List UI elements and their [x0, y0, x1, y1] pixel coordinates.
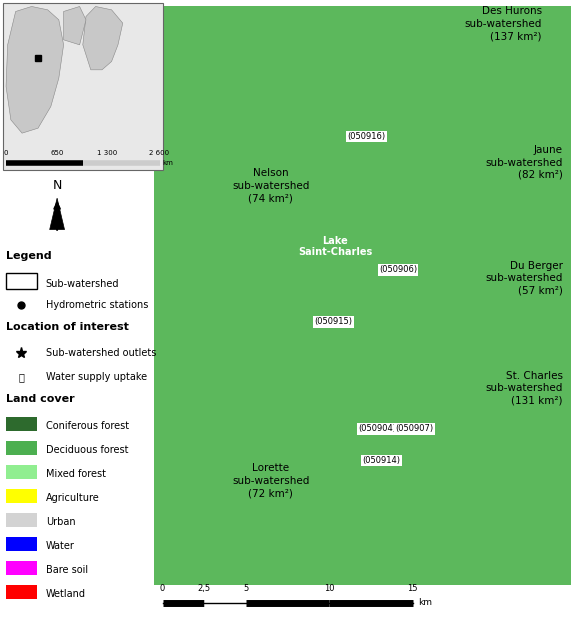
Text: N: N — [53, 179, 62, 192]
Text: Sub-watershed: Sub-watershed — [46, 279, 119, 289]
Text: 5: 5 — [243, 584, 248, 593]
FancyBboxPatch shape — [6, 441, 37, 455]
Text: Hydrometric stations: Hydrometric stations — [46, 300, 148, 310]
Text: Wetland: Wetland — [46, 589, 86, 599]
Polygon shape — [6, 6, 63, 133]
FancyBboxPatch shape — [6, 513, 37, 527]
Text: Nelson
sub-watershed
(74 km²): Nelson sub-watershed (74 km²) — [232, 169, 309, 203]
FancyBboxPatch shape — [6, 584, 37, 599]
FancyBboxPatch shape — [6, 273, 37, 289]
Polygon shape — [63, 6, 86, 45]
Text: (050906): (050906) — [379, 265, 417, 274]
Text: Legend: Legend — [6, 251, 51, 261]
Polygon shape — [50, 198, 65, 230]
Text: Mixed forest: Mixed forest — [46, 469, 106, 479]
Text: (050904): (050904) — [358, 424, 396, 433]
FancyBboxPatch shape — [6, 489, 37, 503]
Text: Agriculture: Agriculture — [46, 493, 99, 503]
FancyBboxPatch shape — [154, 6, 571, 585]
Text: ⚿: ⚿ — [18, 372, 25, 382]
Text: 15: 15 — [407, 584, 418, 593]
Text: Lorette
sub-watershed
(72 km²): Lorette sub-watershed (72 km²) — [232, 464, 309, 498]
Text: Du Berger
sub-watershed
(57 km²): Du Berger sub-watershed (57 km²) — [485, 261, 562, 296]
Text: 2 600: 2 600 — [150, 150, 170, 155]
Text: 0: 0 — [160, 584, 165, 593]
Polygon shape — [83, 6, 123, 70]
Text: Water: Water — [46, 541, 75, 551]
Text: St. Charles
sub-watershed
(131 km²): St. Charles sub-watershed (131 km²) — [485, 371, 562, 406]
Text: 650: 650 — [50, 150, 63, 155]
Text: Water supply uptake: Water supply uptake — [46, 372, 147, 382]
FancyBboxPatch shape — [6, 561, 37, 575]
Text: km: km — [162, 160, 173, 166]
Text: (050916): (050916) — [348, 132, 386, 141]
Text: (050915): (050915) — [315, 317, 352, 326]
Text: Bare soil: Bare soil — [46, 565, 88, 575]
FancyBboxPatch shape — [6, 537, 37, 551]
FancyBboxPatch shape — [3, 3, 163, 170]
Text: Lake
Saint-Charles: Lake Saint-Charles — [299, 236, 373, 257]
Text: km: km — [419, 598, 432, 607]
FancyBboxPatch shape — [6, 465, 37, 479]
Text: Coniferous forest: Coniferous forest — [46, 421, 129, 431]
Text: Sub-watershed outlets: Sub-watershed outlets — [46, 348, 156, 358]
Text: (050907): (050907) — [396, 424, 434, 433]
Text: Urban: Urban — [46, 517, 75, 527]
Text: Jaune
sub-watershed
(82 km²): Jaune sub-watershed (82 km²) — [485, 145, 562, 180]
FancyBboxPatch shape — [6, 417, 37, 431]
Text: (050914): (050914) — [363, 456, 400, 465]
Text: 0: 0 — [4, 150, 9, 155]
Text: 2,5: 2,5 — [198, 584, 211, 593]
Text: 10: 10 — [324, 584, 335, 593]
Text: Land cover: Land cover — [6, 394, 74, 404]
Text: Location of interest: Location of interest — [6, 322, 128, 332]
Text: Deciduous forest: Deciduous forest — [46, 445, 128, 455]
Text: 1 300: 1 300 — [97, 150, 118, 155]
Text: Des Hurons
sub-watershed
(137 km²): Des Hurons sub-watershed (137 km²) — [464, 6, 542, 41]
